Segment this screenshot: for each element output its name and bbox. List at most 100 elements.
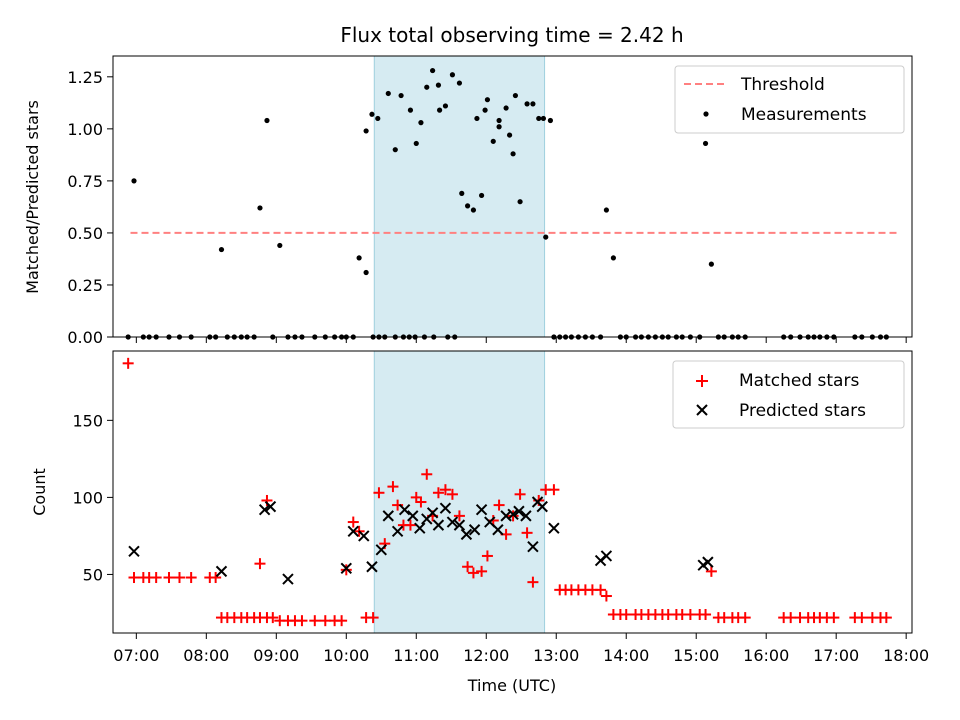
measurement-point (510, 151, 516, 157)
bottom-x-tick-label: 08:00 (183, 646, 229, 665)
predicted-star-point (407, 510, 419, 522)
matched-star-point (150, 572, 162, 584)
top-y-ticks: 0.00 0.25 0.50 0.75 1.00 1.25 (67, 68, 113, 347)
matched-star-point (340, 564, 352, 576)
measurement-point (436, 107, 443, 113)
predicted-star-point (446, 516, 459, 528)
predicted-star-point (702, 556, 714, 568)
matched-star-point (453, 510, 465, 522)
matched-star-point (439, 484, 451, 496)
matched-star-point (185, 572, 197, 584)
matched-star-point (705, 565, 717, 577)
bottom-x-tick-label: 18:00 (883, 646, 929, 665)
matched-star-point (548, 484, 560, 496)
measurement-point (547, 117, 554, 124)
predicted-star-point (382, 510, 394, 522)
matched-star-point (254, 558, 266, 570)
matched-star-point (296, 615, 308, 627)
legend-predicted-label: Predicted stars (739, 401, 866, 421)
legend-measurements-label: Measurements (741, 105, 867, 125)
predicted-star-point (340, 562, 352, 574)
observing-span-bottom (373, 350, 546, 634)
measurement-point (442, 103, 449, 109)
matched-star-point (373, 487, 385, 499)
predicted-star-point (414, 522, 426, 534)
measurement-point (524, 101, 530, 107)
legend-threshold-label: Threshold (740, 75, 825, 95)
predicted-star-point (347, 525, 359, 538)
top-y-tick-label: 1.25 (67, 68, 103, 87)
predicted-star-point (475, 504, 488, 516)
measurement-point (506, 132, 513, 138)
predicted-star-point (375, 544, 387, 556)
measurement-point (257, 205, 263, 211)
measurement-point (496, 124, 502, 130)
bottom-y-tick-label: 150 (72, 411, 103, 430)
matched-star-point (173, 572, 185, 584)
bottom-x-tick-label: 16:00 (743, 646, 789, 665)
measurement-point (603, 207, 609, 213)
bottom-x-tick-label: 14:00 (603, 646, 649, 665)
measurement-point (459, 190, 465, 196)
measurement-point (610, 255, 616, 261)
matched-star-point (527, 576, 539, 588)
predicted-star-point (439, 502, 452, 514)
measurement-point (264, 117, 270, 124)
measurement-point (277, 242, 283, 249)
predicted-star-point (492, 524, 504, 536)
matched-star-point (415, 496, 427, 508)
predicted-star-point (507, 508, 519, 521)
predicted-star-point (432, 519, 445, 531)
measurement-point (540, 115, 547, 122)
measurement-point (543, 234, 549, 240)
predicted-star-point (128, 545, 140, 558)
measurement-point (407, 107, 414, 113)
bottom-axes-frame (112, 350, 913, 634)
matched-star-point (367, 612, 379, 624)
top-y-tick-label: 0.75 (67, 172, 103, 191)
predicted-star-point (215, 565, 228, 578)
predicted-star-point (513, 505, 525, 517)
matched-star-point (347, 516, 359, 528)
matched-star-point (467, 567, 479, 579)
top-plot-marks (125, 67, 901, 340)
bottom-x-ticks: 07:00 08:00 09:00 10:00 11:00 12:00 13:00 14:00… (113, 633, 929, 665)
measurement-point (449, 72, 456, 78)
measurement-point (484, 97, 491, 103)
predicted-star-point (426, 507, 439, 519)
predicted-star-point (358, 530, 370, 542)
matched-star-point (521, 527, 533, 539)
top-y-tick-label: 0.00 (67, 328, 103, 347)
legend-predicted-swatch (696, 404, 708, 416)
matched-star-point (462, 561, 474, 573)
matched-star-point (828, 612, 840, 624)
matched-star-point (595, 584, 607, 596)
predicted-star-point (600, 550, 613, 562)
measurement-point (392, 147, 398, 153)
matched-star-point (700, 609, 712, 621)
matched-star-point (210, 572, 222, 584)
measurement-point (474, 115, 480, 122)
top-legend: Threshold Measurements (674, 65, 905, 134)
measurement-point (413, 140, 419, 147)
measurement-point (398, 92, 404, 99)
predicted-star-point (527, 540, 539, 553)
measurement-point (131, 178, 137, 184)
measurement-point (435, 82, 442, 88)
top-y-tick-label: 1.00 (67, 120, 103, 139)
top-y-tick-label: 0.50 (67, 224, 103, 243)
bottom-y-axis-label: Count (30, 468, 49, 516)
predicted-star-point (258, 504, 271, 516)
bottom-y-tick-label: 100 (72, 488, 103, 507)
bottom-x-tick-label: 09:00 (253, 646, 299, 665)
bottom-x-tick-label: 17:00 (813, 646, 859, 665)
measurement-point (517, 199, 523, 205)
x-axis-label: Time (UTC) (467, 676, 556, 695)
predicted-star-point (398, 504, 411, 516)
matched-star-point (476, 565, 488, 577)
top-axes-frame (112, 55, 913, 338)
top-y-tick-label: 0.25 (67, 276, 103, 295)
bottom-panel: 50 100 150 07:00 08:00 09:00 10:00 11:00 12:00 1… (30, 350, 929, 695)
top-panel: 0.00 0.25 0.50 0.75 1.00 1.25 Flux total obse… (23, 23, 913, 347)
